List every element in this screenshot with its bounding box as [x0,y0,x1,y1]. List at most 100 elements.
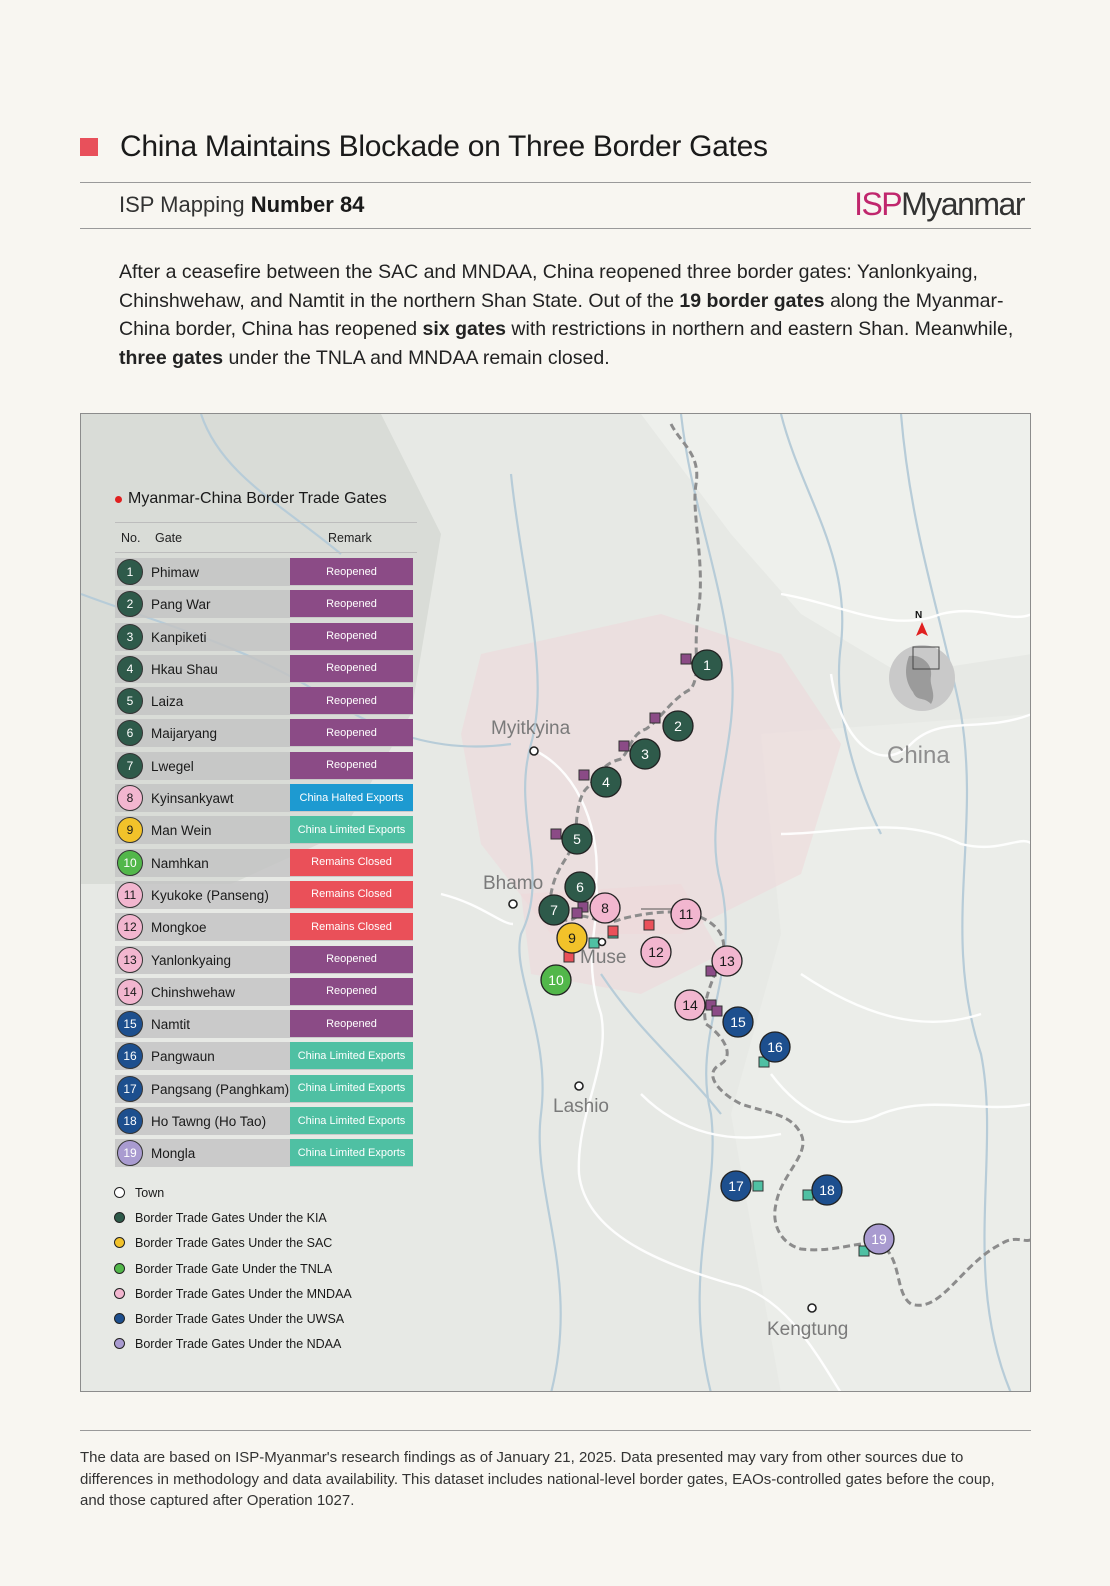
gate-number-badge: 12 [117,914,143,941]
header-rule-bottom [80,228,1031,229]
gate-badge-4-label: 4 [602,774,610,790]
remark-badge: China Limited Exports [290,1139,413,1167]
table-row[interactable]: 11 Kyukoke (Panseng) Remains Closed [115,879,417,911]
table-row[interactable]: 12 Mongkoe Remains Closed [115,911,417,943]
legend-item: Town [113,1186,352,1211]
gate-badge-4[interactable]: 4 [590,766,622,798]
table-row[interactable]: 6 Maijaryang Reopened [115,717,417,749]
header-rule-top [80,182,1031,183]
legend-label: Border Trade Gates Under the NDAA [135,1337,342,1352]
table-row[interactable]: 3 Kanpiketi Reopened [115,621,417,653]
legend-dot-icon [114,1287,125,1299]
intro-bold-2: six gates [422,318,507,340]
legend-label: Border Trade Gates Under the UWSA [135,1311,345,1326]
legend-dot-icon [114,1237,125,1249]
gate-number-badge: 13 [117,946,143,973]
gate-badge-14-label: 14 [682,997,698,1013]
gate-number-badge: 10 [117,849,143,876]
gate-name: Mongla [151,1146,196,1162]
table-header: No. Gate Remark [115,522,417,553]
gate-number-badge: 4 [117,655,143,682]
intro-text-4: under the TNLA and MNDAA remain closed. [223,346,610,369]
gate-badge-13[interactable]: 13 [711,945,743,977]
remark-badge: Reopened [290,687,413,715]
gate-badge-9-label: 9 [568,930,576,946]
gate-badge-1[interactable]: 1 [691,649,723,681]
intro-text-1: After a ceasefire between the SAC and MN… [119,261,978,312]
series-label: ISP Mapping Number 84 [119,192,364,218]
place-label-muse: Muse [580,947,627,968]
table-row[interactable]: 16 Pangwaun China Limited Exports [115,1040,417,1072]
gate-number-badge: 2 [117,591,143,618]
gate-name: Maijaryang [151,726,218,742]
gate-badge-7[interactable]: 7 [538,894,570,926]
gate-number-badge: 18 [117,1108,143,1135]
gate-badges: 1 2 3 4 5 6 7 8 9 10 11 12 13 14 15 16 1… [538,649,895,1255]
table-row[interactable]: 5 Laiza Reopened [115,685,417,717]
rivers [81,414,1012,1391]
logo-myanmar-text: Myanmar [901,186,1025,222]
table-row[interactable]: 7 Lwegel Reopened [115,750,417,782]
gate-badge-6[interactable]: 6 [564,871,596,903]
gate-number-badge: 3 [117,623,143,650]
table-row[interactable]: 15 Namtit Reopened [115,1008,417,1040]
remark-badge: China Limited Exports [290,1074,413,1102]
gate-badge-2-label: 2 [674,718,682,734]
remark-badge: Reopened [290,977,413,1005]
gate-name: Phimaw [151,565,200,580]
gate-number-badge: 9 [117,817,143,844]
remark-badge: Reopened [290,622,413,650]
gate-badge-9[interactable]: 9 [556,922,588,954]
title-marker [80,138,98,156]
gate-badge-18-label: 18 [819,1182,835,1198]
map-panel[interactable]: 1 2 3 4 5 6 7 8 9 10 11 12 13 14 15 16 1… [80,413,1031,1392]
gate-badge-3[interactable]: 3 [629,738,661,770]
gate-name: Namtit [151,1017,191,1033]
table-row[interactable]: 4 Hkau Shau Reopened [115,653,417,685]
gate-badge-15[interactable]: 15 [722,1006,754,1038]
gate-squares [550,653,870,1257]
intro-bold-3: three gates [119,346,224,369]
col-gate: Gate [155,531,183,545]
gate-badge-19[interactable]: 19 [863,1223,895,1255]
gate-badge-16[interactable]: 16 [759,1031,791,1063]
legend-dot-icon [114,1312,125,1324]
table-row[interactable]: 14 Chinshwehaw Reopened [115,976,417,1008]
table-row[interactable]: 2 Pang War Reopened [115,588,417,620]
table-row[interactable]: 18 Ho Tawng (Ho Tao) China Limited Exports [115,1105,417,1137]
legend-item: Border Trade Gates Under the SAC [113,1236,352,1261]
table-row[interactable]: 1 Phimaw Reopened [115,556,417,588]
table-row[interactable]: 19 Mongla China Limited Exports [115,1137,417,1169]
gate-badge-17[interactable]: 17 [720,1170,752,1202]
gate-badge-18[interactable]: 18 [811,1174,843,1206]
place-label-kengtung: Kengtung [767,1319,849,1340]
terrain-east [731,714,1030,1391]
page-title: China Maintains Blockade on Three Border… [120,130,768,163]
north-label: N [915,610,923,621]
remark-badge: China Limited Exports [290,1107,413,1135]
roads [440,592,1030,1391]
remark-badge: Remains Closed [290,848,413,876]
gate-badge-8[interactable]: 8 [589,892,621,924]
table-row[interactable]: 9 Man Wein China Limited Exports [115,814,417,846]
gate-badge-12[interactable]: 12 [640,936,672,968]
gate-badge-14[interactable]: 14 [674,989,706,1021]
inset-extent-box [912,646,940,670]
intro-text-2: along the Myanmar-China border, China ha… [119,289,1004,341]
gate-badge-2[interactable]: 2 [662,710,694,742]
table-row[interactable]: 10 Namhkan Remains Closed [115,847,417,879]
gate-name: Mongkoe [151,920,207,936]
gate-badge-11[interactable]: 11 [670,898,702,930]
remark-badge: China Halted Exports [290,784,413,812]
table-row[interactable]: 13 Yanlonkyaing Reopened [115,944,417,976]
gate-number-badge: 8 [117,785,143,812]
table-row[interactable]: 17 Pangsang (Panghkam) China Limited Expor… [115,1073,417,1105]
gate-badge-5[interactable]: 5 [561,823,593,855]
legend-dot-icon [114,1338,125,1350]
table-row[interactable]: 8 Kyinsankyawt China Halted Exports [115,782,417,814]
gate-badge-6-label: 6 [576,879,584,895]
gate-name: Chinshwehaw [151,984,236,1000]
series-number: Number 84 [250,192,365,217]
gate-badge-10[interactable]: 10 [540,964,572,996]
gate-table: 1 Phimaw Reopened 2 Pang War Reopened 3 Kanpike… [115,556,417,1170]
